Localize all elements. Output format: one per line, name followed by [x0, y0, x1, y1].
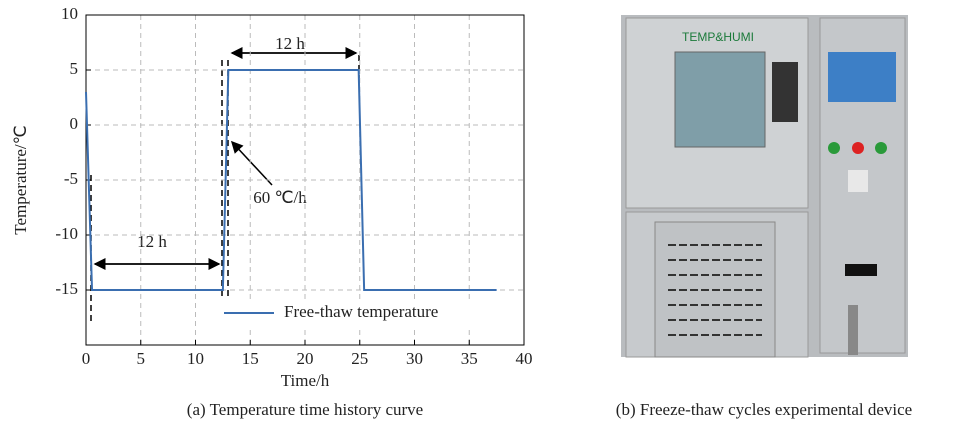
- x-tick-label: 15: [242, 349, 259, 368]
- x-tick-label: 25: [351, 349, 368, 368]
- x-axis-label: Time/h: [281, 371, 330, 390]
- x-tick-label: 0: [82, 349, 91, 368]
- y-tick-label: -10: [55, 224, 78, 243]
- y-tick-label: 5: [70, 59, 79, 78]
- x-tick-label: 5: [137, 349, 146, 368]
- y-tick-label: -5: [64, 169, 78, 188]
- x-tick-label: 30: [406, 349, 423, 368]
- annotation: 12 h: [275, 34, 305, 53]
- x-tick-label: 20: [297, 349, 314, 368]
- y-tick-label: 0: [70, 114, 79, 133]
- x-tick-label: 35: [461, 349, 478, 368]
- plot-frame: [85, 14, 525, 346]
- y-axis-label: Temperature/℃: [11, 125, 30, 234]
- x-tick-label: 40: [516, 349, 533, 368]
- photo: TEMP&HUMI: [621, 15, 908, 358]
- caption: (a) Temperature time history curve: [187, 400, 423, 419]
- photo-label: TEMP&HUMI: [682, 30, 754, 44]
- y-tick-label: -15: [55, 279, 78, 298]
- legend-label: Free-thaw temperature: [284, 302, 438, 321]
- caption: (b) Freeze-thaw cycles experimental devi…: [616, 400, 912, 419]
- y-tick-label: 10: [61, 4, 78, 23]
- annotation: 60 ℃/h: [253, 188, 307, 207]
- x-tick-label: 10: [187, 349, 204, 368]
- data-line: [85, 69, 497, 291]
- annotation: 12 h: [137, 232, 167, 251]
